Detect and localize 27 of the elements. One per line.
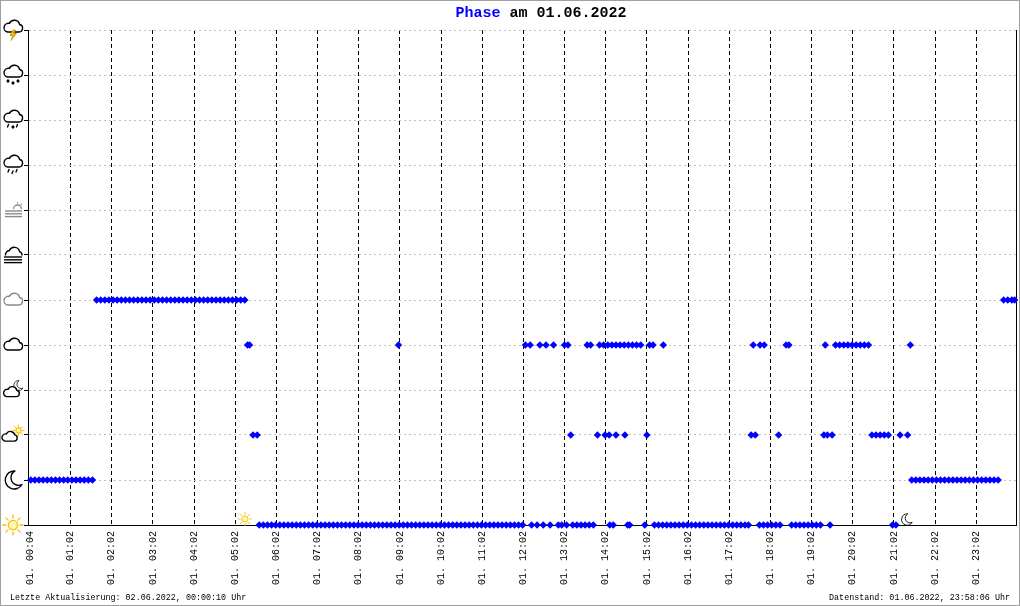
chart-title: Phase am 01.06.2022 [454, 5, 628, 23]
x-tick-label: 01. 10:02 [435, 531, 447, 586]
x-tick-label: 01. 14:02 [600, 531, 612, 586]
x-tick-label: 01. 09:02 [394, 531, 406, 586]
text: Letzte Aktualisierung: 02.06.2022, 00:00:10 Uhr [10, 593, 247, 604]
x-tick-label: 01. 22:02 [929, 531, 941, 586]
x-tick-label: 01. 18:02 [765, 531, 777, 586]
x-tick-label: 01. 08:02 [353, 531, 365, 586]
x-tick-label: 01. 17:02 [723, 531, 735, 586]
x-tick-label: 01. 03:02 [147, 531, 159, 586]
x-tick-label: 01. 12:02 [518, 531, 530, 586]
x-tick-label: 01. 16:02 [682, 531, 694, 586]
x-tick-label: 01. 21:02 [888, 531, 900, 586]
x-tick-label: 01. 20:02 [847, 531, 859, 586]
x-tick-label: 01. 06:02 [271, 531, 283, 586]
x-tick-label: 01. 02:02 [106, 531, 118, 586]
x-tick-label: 01. 00:04 [25, 531, 37, 586]
x-tick-label: 01. 13:02 [559, 531, 571, 586]
x-tick-label: 01. 11:02 [476, 531, 488, 586]
x-tick-label: 01. 04:02 [188, 531, 200, 586]
x-tick-label: 01. 07:02 [312, 531, 324, 586]
x-tick-label: 01. 15:02 [641, 531, 653, 586]
text: Datenstand: 01.06.2022, 23:58:06 Uhr [829, 593, 1010, 604]
x-tick-label: 01. 01:02 [65, 531, 77, 586]
x-tick-label: 01. 19:02 [806, 531, 818, 586]
x-tick-label: 01. 05:02 [229, 531, 241, 586]
x-tick-label: 01. 23:02 [970, 531, 982, 586]
